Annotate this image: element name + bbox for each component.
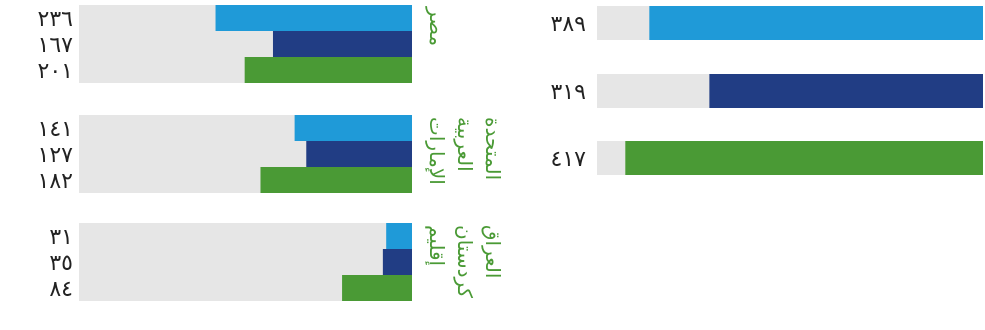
group-bar: [294, 115, 412, 141]
group-name: العربية: [453, 117, 477, 172]
group-bar: [342, 275, 412, 301]
group-name: الإمارات: [425, 117, 449, 185]
group-value-label: ١٨٢: [38, 169, 73, 194]
group-value-label: ٣١: [49, 225, 73, 250]
group-bar: [244, 57, 412, 83]
group-bar: [260, 167, 412, 193]
summary-value-label: ٣١٩: [551, 80, 586, 105]
summary-bar: [625, 141, 983, 175]
group-name: المتحدة: [481, 117, 505, 180]
group-bar: [272, 31, 412, 57]
summary-bar: [649, 6, 983, 40]
group-value-label: ١٢٧: [38, 143, 74, 168]
group-value-label: ٢٠١: [38, 59, 73, 84]
group-name: العراق: [481, 225, 505, 278]
group-name: إقليم: [424, 225, 449, 266]
group-bar: [306, 141, 412, 167]
summary-value-label: ٤١٧: [551, 147, 587, 172]
group-value-label: ٨٤: [49, 277, 73, 302]
group-bar: [215, 5, 412, 31]
group-value-label: ٢٣٦: [38, 7, 73, 32]
summary-bar: [709, 74, 983, 108]
group-value-label: ٣٥: [49, 251, 73, 276]
group-bar: [382, 249, 412, 275]
group-value-label: ١٦٧: [38, 33, 74, 58]
group-name: كردستان: [453, 225, 477, 299]
group-name: مصر: [425, 6, 449, 46]
summary-value-label: ٣٨٩: [551, 12, 586, 37]
group-value-label: ١٤١: [38, 117, 73, 142]
group-bar: [386, 223, 412, 249]
